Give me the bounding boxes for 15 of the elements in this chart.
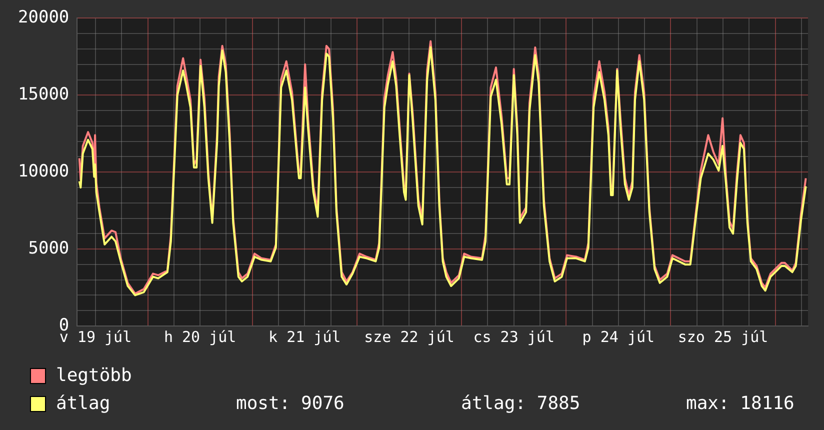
x-tick-label: k 21 júl xyxy=(268,328,341,346)
x-tick-label: szo 25 júl xyxy=(678,328,768,346)
y-tick-label: 10000 xyxy=(18,162,70,182)
legend-label: legtöbb xyxy=(56,364,133,388)
x-tick-label: h 20 júl xyxy=(164,328,236,346)
y-tick-label: 15000 xyxy=(18,84,70,105)
y-tick-label: 5000 xyxy=(28,238,70,258)
text: most: 9076 xyxy=(236,392,346,416)
text: max: 18116 xyxy=(686,392,794,416)
text: átlag: 7885 xyxy=(461,392,582,416)
x-tick-label: sze 22 júl xyxy=(364,328,454,346)
y-tick-label: 20000 xyxy=(18,8,70,28)
x-tick-label: p 24 júl xyxy=(582,328,655,346)
legend-label: átlag xyxy=(56,392,112,416)
x-tick-label: cs 23 júl xyxy=(473,328,554,346)
